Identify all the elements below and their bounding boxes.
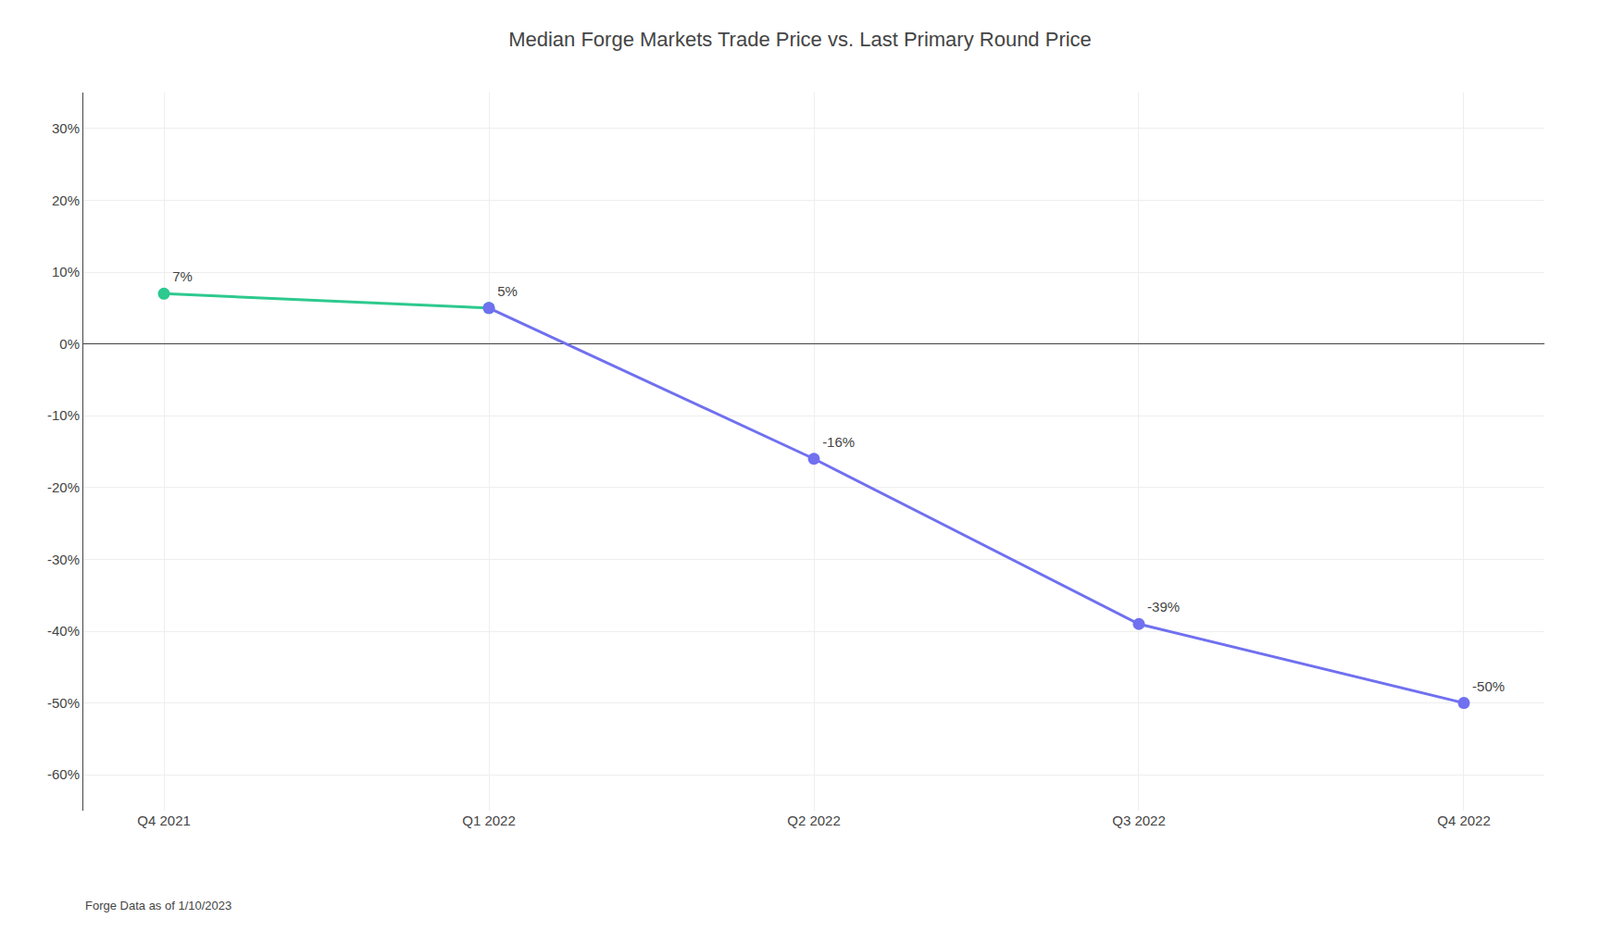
svg-text:0%: 0% bbox=[59, 336, 80, 352]
svg-text:10%: 10% bbox=[51, 263, 80, 280]
svg-text:Q2 2022: Q2 2022 bbox=[787, 812, 841, 829]
svg-text:Q1 2022: Q1 2022 bbox=[462, 812, 516, 829]
svg-text:20%: 20% bbox=[51, 192, 80, 209]
svg-text:Q3 2022: Q3 2022 bbox=[1112, 812, 1166, 829]
svg-text:7%: 7% bbox=[172, 268, 193, 285]
svg-text:-60%: -60% bbox=[47, 766, 80, 783]
svg-text:-50%: -50% bbox=[47, 695, 80, 712]
svg-text:-20%: -20% bbox=[47, 479, 80, 496]
svg-text:Q4 2021: Q4 2021 bbox=[137, 812, 191, 829]
svg-text:-10%: -10% bbox=[47, 407, 80, 424]
svg-text:-16%: -16% bbox=[822, 434, 855, 450]
svg-text:-50%: -50% bbox=[1472, 678, 1505, 695]
svg-text:-40%: -40% bbox=[47, 623, 80, 639]
svg-text:30%: 30% bbox=[51, 120, 80, 137]
svg-text:-30%: -30% bbox=[47, 551, 80, 568]
svg-text:Median Forge Markets Trade Pri: Median Forge Markets Trade Price vs. Las… bbox=[508, 27, 1092, 51]
svg-text:Q4 2022: Q4 2022 bbox=[1437, 812, 1491, 829]
svg-text:5%: 5% bbox=[497, 283, 518, 300]
svg-text:Forge Data as of 1/10/2023: Forge Data as of 1/10/2023 bbox=[85, 899, 232, 913]
svg-text:-39%: -39% bbox=[1147, 599, 1180, 615]
